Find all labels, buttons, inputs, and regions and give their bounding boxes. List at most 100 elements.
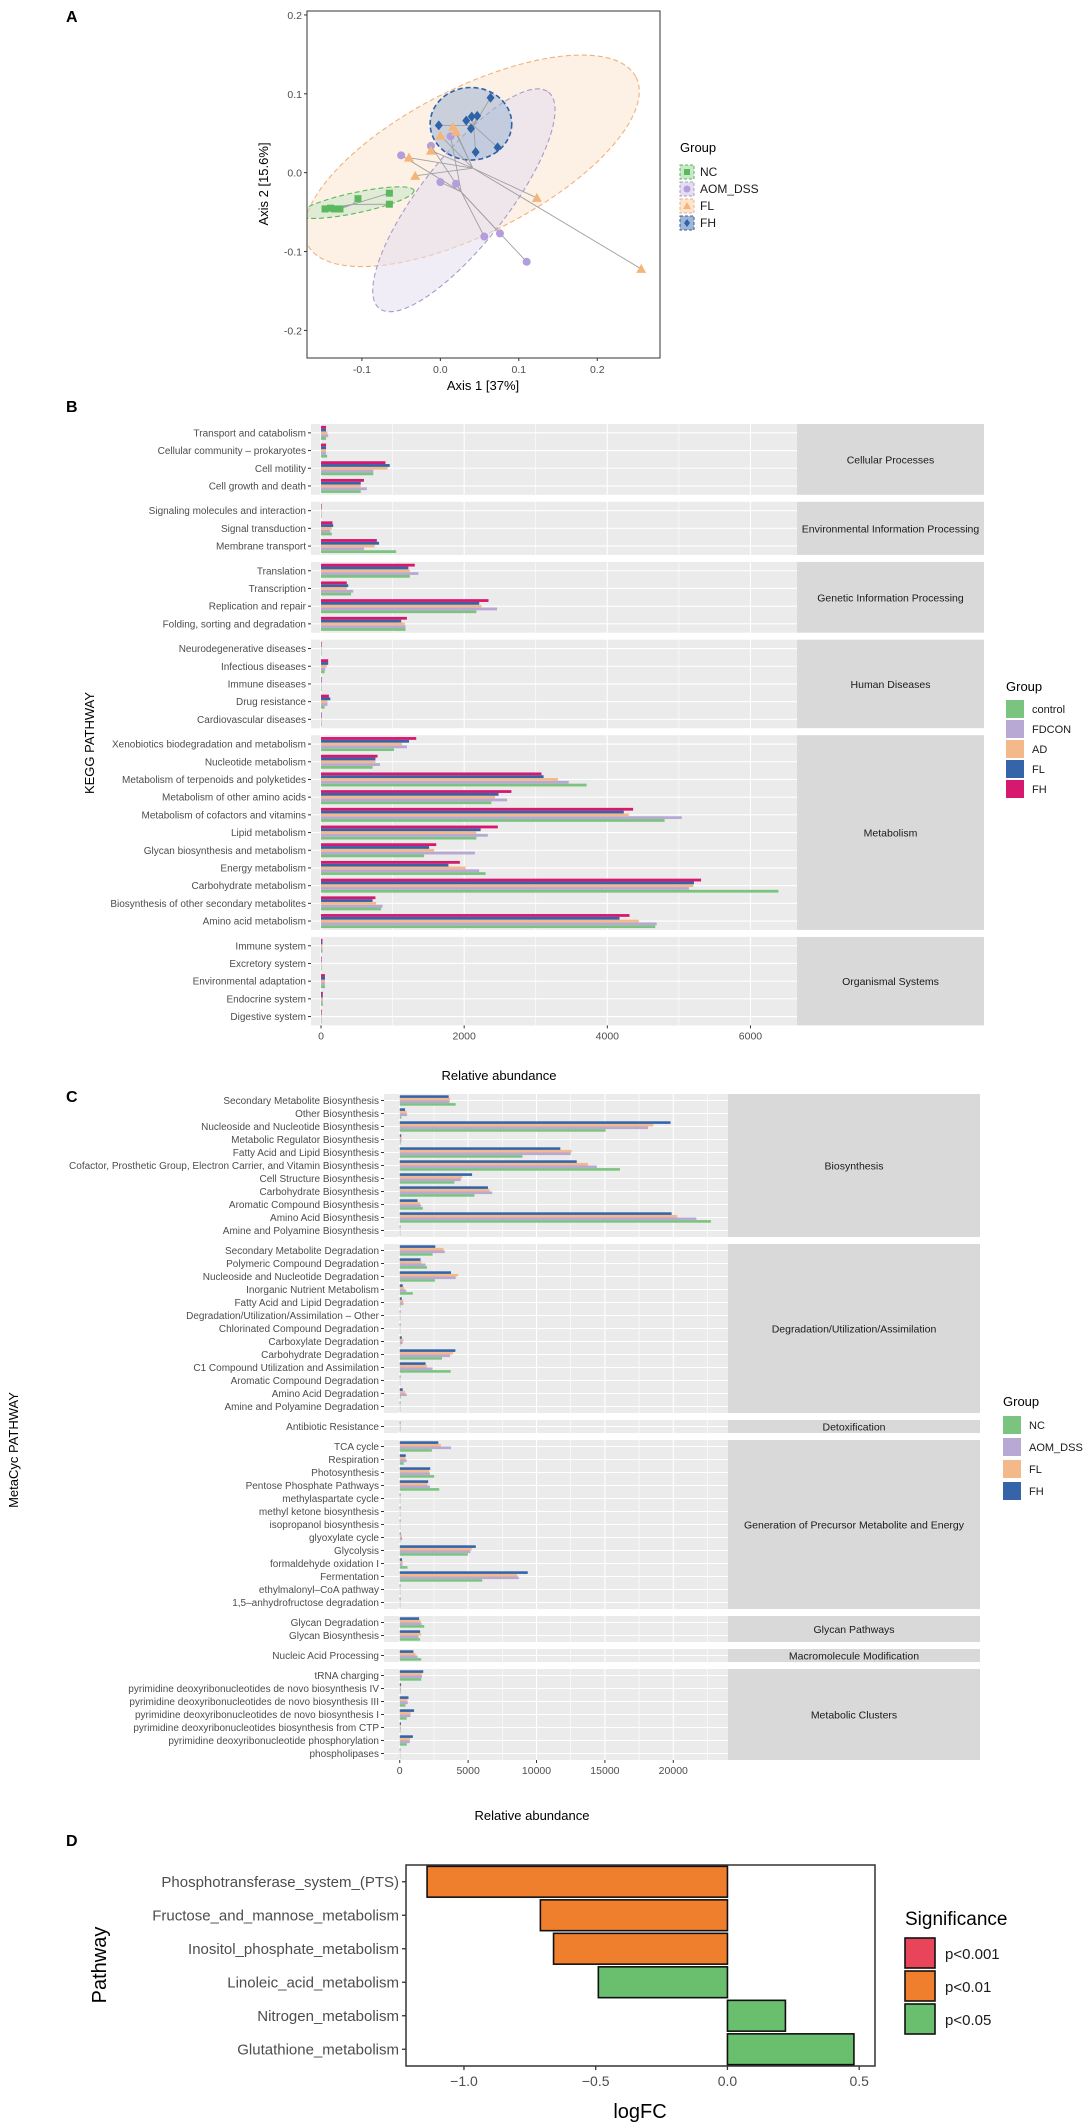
- bar-control: [321, 437, 327, 440]
- bar-nc: [399, 1370, 451, 1373]
- bar-fl: [321, 994, 323, 998]
- bar-fl: [399, 1149, 572, 1153]
- bar-fl: [399, 1547, 472, 1551]
- bar-nc: [399, 1292, 413, 1295]
- facet-generation-of-precursor-metabolite-and-energy: Generation of Precursor Metabolite and E…: [232, 1440, 980, 1609]
- y-tick-label: Metabolism of terpenoids and polyketides: [122, 775, 306, 786]
- bar-aom-dss: [399, 1113, 408, 1117]
- bar-aom-dss: [399, 1753, 401, 1757]
- bar-fl: [399, 1534, 402, 1538]
- facet-strip: [797, 501, 984, 555]
- bar-fh: [399, 1617, 420, 1620]
- bar-fdcon: [321, 649, 322, 653]
- bar-fl: [399, 1750, 401, 1754]
- legend: Group NC AOM_DSS FL FH: [679, 140, 759, 231]
- legend-title: Group: [680, 140, 716, 155]
- bar-control: [321, 472, 374, 476]
- facet-strip: [728, 1094, 980, 1237]
- bar-aom-dss: [399, 1406, 401, 1410]
- bar-aom-dss: [399, 1655, 418, 1659]
- bar-fh: [321, 539, 377, 542]
- point-aom-dss: [452, 179, 461, 188]
- legend-label: control: [1032, 704, 1065, 716]
- bar-control: [321, 889, 779, 893]
- x-tick-label: 2000: [452, 1030, 476, 1042]
- y-tick-label: TCA cycle: [334, 1442, 379, 1453]
- bar-fl: [399, 1201, 420, 1205]
- y-tick-label: formaldehyde oxidation I: [270, 1559, 379, 1570]
- bar-fdcon: [321, 816, 682, 820]
- bar-ad: [321, 760, 376, 764]
- x-axis-label: Relative abundance: [475, 1808, 590, 1823]
- y-tick-label: Amine and Polyamine Degradation: [224, 1402, 379, 1413]
- bar-fl: [399, 1227, 401, 1231]
- facet-strip-label: Generation of Precursor Metabolite and E…: [744, 1520, 965, 1532]
- bar-fh: [399, 1584, 401, 1587]
- bar-fl: [399, 1403, 401, 1407]
- bar-ad: [321, 962, 322, 965]
- y-tick-label: phospholipases: [310, 1749, 380, 1760]
- bar-nc: [399, 1592, 401, 1595]
- centroid-line: [352, 192, 390, 205]
- bar-ad: [321, 813, 629, 817]
- y-tick-label: Glycolysis: [334, 1546, 379, 1557]
- bar-fl: [399, 1299, 404, 1303]
- y-tick-label: Cardiovascular diseases: [197, 715, 306, 726]
- x-tick-label: 5000: [456, 1765, 480, 1777]
- bar-fdcon: [321, 833, 488, 837]
- bar-fh: [399, 1095, 449, 1098]
- bar-nc: [399, 1383, 401, 1386]
- bar-nc: [399, 1678, 422, 1681]
- bar-nc: [399, 1129, 606, 1132]
- bar-fh: [399, 1506, 401, 1509]
- bar-fh: [399, 1630, 421, 1633]
- bar-fh: [399, 1375, 401, 1378]
- facet-strip-label: Human Diseases: [851, 679, 931, 691]
- bar-fl: [399, 1123, 654, 1127]
- bar-fl: [321, 715, 322, 718]
- y-tick-label: Chlorinated Compound Degradation: [219, 1324, 379, 1335]
- y-tick-label: -0.2: [284, 325, 302, 337]
- bar-fl: [399, 1672, 422, 1676]
- centroid-line: [460, 191, 527, 263]
- bar-ad: [321, 848, 435, 852]
- facet-metabolic-clusters: Metabolic Clusters tRNA charging pyrimidin…: [128, 1669, 980, 1760]
- bar-fdcon: [321, 487, 367, 491]
- bar-aom-dss: [399, 1740, 410, 1744]
- bar-fl: [399, 1390, 406, 1394]
- legend-label: AD: [1032, 744, 1047, 756]
- legend-key-aom-dss: [1003, 1438, 1021, 1456]
- bar-ad: [321, 449, 327, 452]
- bar-fh: [321, 521, 333, 525]
- bar-control: [321, 532, 332, 536]
- y-tick-label: Antibiotic Resistance: [286, 1422, 379, 1433]
- bar-ad: [321, 569, 410, 573]
- bar-nc: [399, 1638, 421, 1641]
- bar-aom-dss: [399, 1250, 445, 1254]
- y-tick-label: Cell Structure Biosynthesis: [260, 1174, 380, 1185]
- centroid-line: [472, 167, 538, 199]
- bar-fl: [399, 1175, 463, 1179]
- y-tick-label: Carboxylate Degradation: [268, 1337, 379, 1348]
- legend-title: Group: [1006, 679, 1042, 694]
- bar-nc: [399, 1717, 407, 1720]
- bar-nc: [399, 1253, 433, 1256]
- bar-fl: [399, 1469, 430, 1473]
- bar-fl: [399, 1508, 401, 1512]
- legend-label: p<0.05: [945, 2012, 991, 2029]
- bar-aom-dss: [399, 1126, 649, 1130]
- bar-fl: [321, 828, 481, 832]
- bar-fh: [321, 914, 630, 917]
- bar-ad: [321, 919, 639, 923]
- bar-fh: [321, 974, 325, 977]
- y-tick-label: C1 Compound Utilization and Assimilation: [193, 1363, 379, 1374]
- bar-fh: [321, 503, 322, 507]
- bar-fh: [399, 1670, 424, 1673]
- bar-aom-dss: [399, 1446, 452, 1450]
- bar-nc: [399, 1514, 401, 1517]
- bar-fl: [321, 1012, 322, 1016]
- facet-strip: [797, 936, 984, 1026]
- facet-strip-label: Macromolecule Modification: [789, 1651, 919, 1663]
- y-tick-label: Immune system: [235, 941, 306, 952]
- bar-fl: [399, 1286, 405, 1290]
